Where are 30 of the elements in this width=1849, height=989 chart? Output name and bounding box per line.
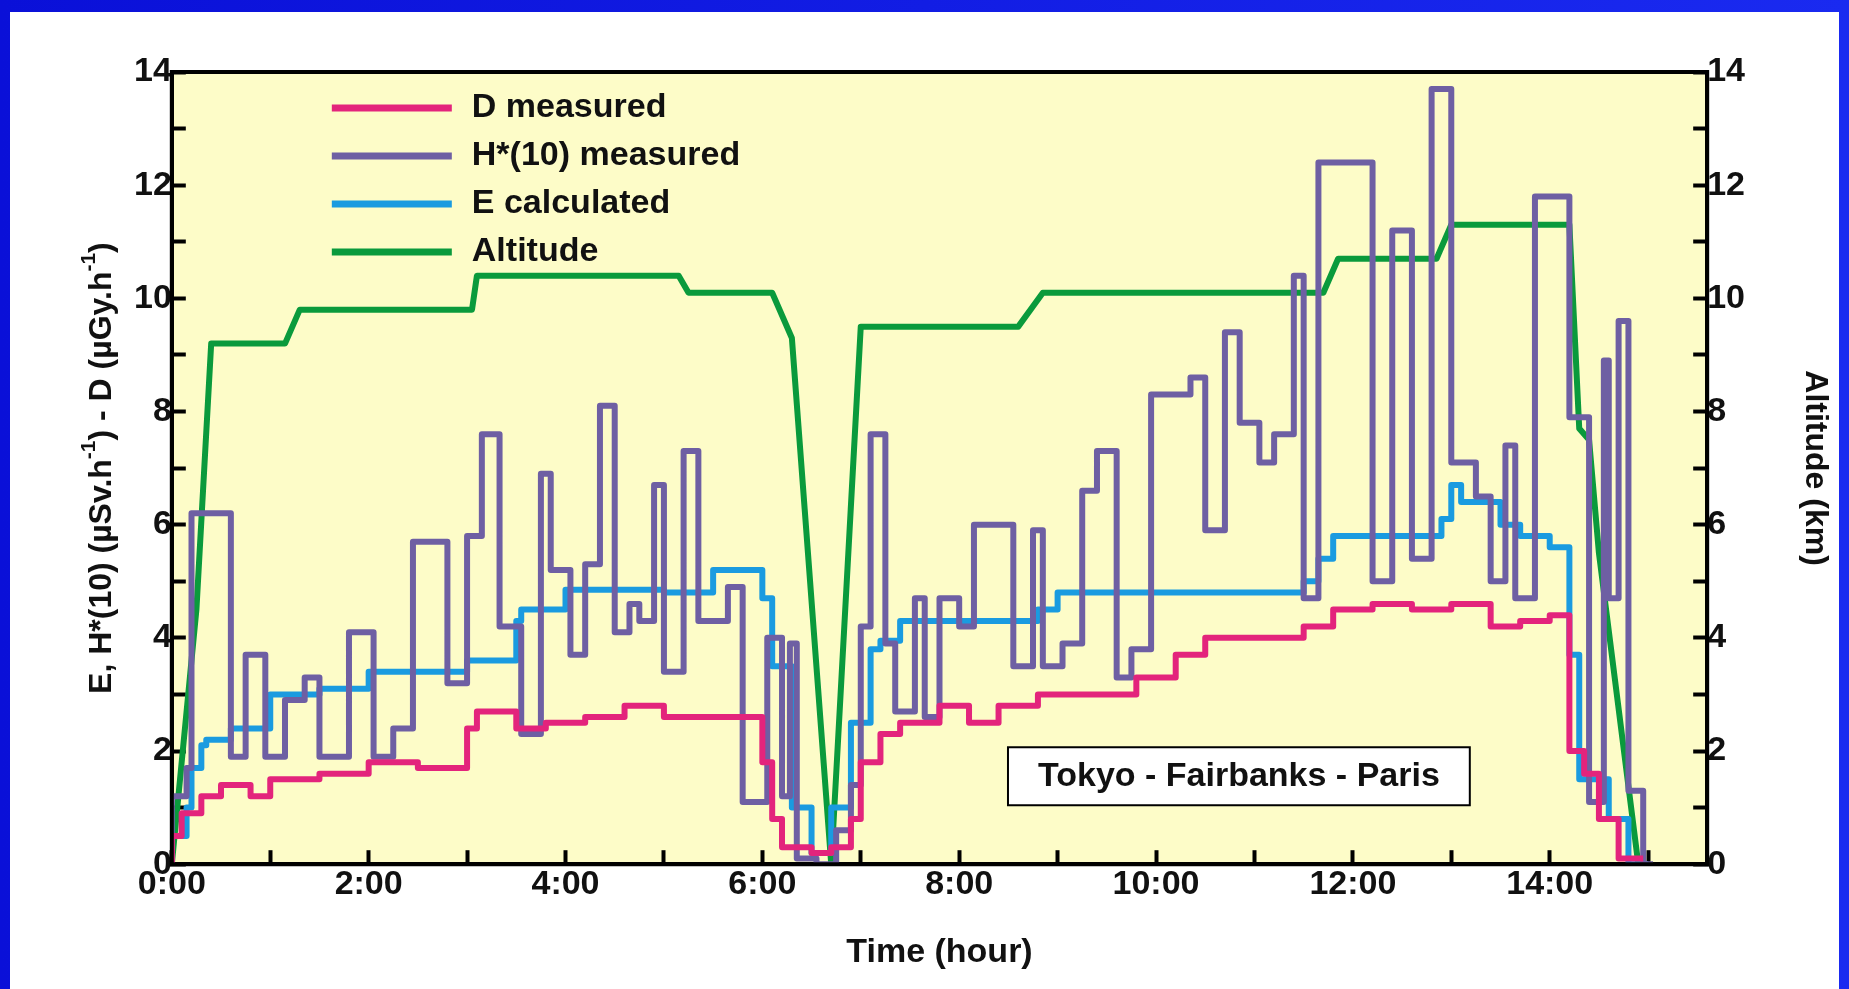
y-tick-label: 12 [133,163,172,202]
y2-tick-label: 2 [1707,729,1727,768]
x-tick-label: 2:00 [334,862,403,901]
y2-tick-label: 10 [1707,276,1746,315]
legend-label: Altitude [471,230,599,269]
y-axis-title: E, H*(10) (µSv.h-1) - D (µGy.h-1) [76,242,118,694]
x-tick-label: 12:00 [1309,862,1397,901]
x-tick-label: 10:00 [1112,862,1200,901]
y2-tick-label: 4 [1707,616,1727,655]
y-tick-label: 14 [133,50,172,89]
y-tick-label: 6 [152,503,172,542]
legend-label: E calculated [471,182,671,221]
y2-tick-label: 0 [1707,842,1727,881]
legend-label: D measured [471,86,667,125]
x-tick-label: 4:00 [531,862,600,901]
x-axis-title: Time (hour) [846,931,1033,970]
annotation: Tokyo - Fairbanks - Paris [1037,754,1440,793]
y2-tick-label: 14 [1707,50,1746,89]
y-tick-label: 2 [152,729,172,768]
y-tick-label: 8 [152,389,172,428]
y2-axis-title: Altitude (km) [1799,370,1836,566]
y2-tick-label: 8 [1707,389,1727,428]
y2-tick-label: 12 [1707,163,1746,202]
x-tick-label: 6:00 [728,862,797,901]
legend-label: H*(10) measured [471,134,741,173]
y-tick-label: 10 [133,276,172,315]
x-tick-label: 14:00 [1506,862,1594,901]
y-tick-label: 4 [152,616,172,655]
y2-tick-label: 6 [1707,503,1727,542]
x-tick-label: 8:00 [925,862,994,901]
